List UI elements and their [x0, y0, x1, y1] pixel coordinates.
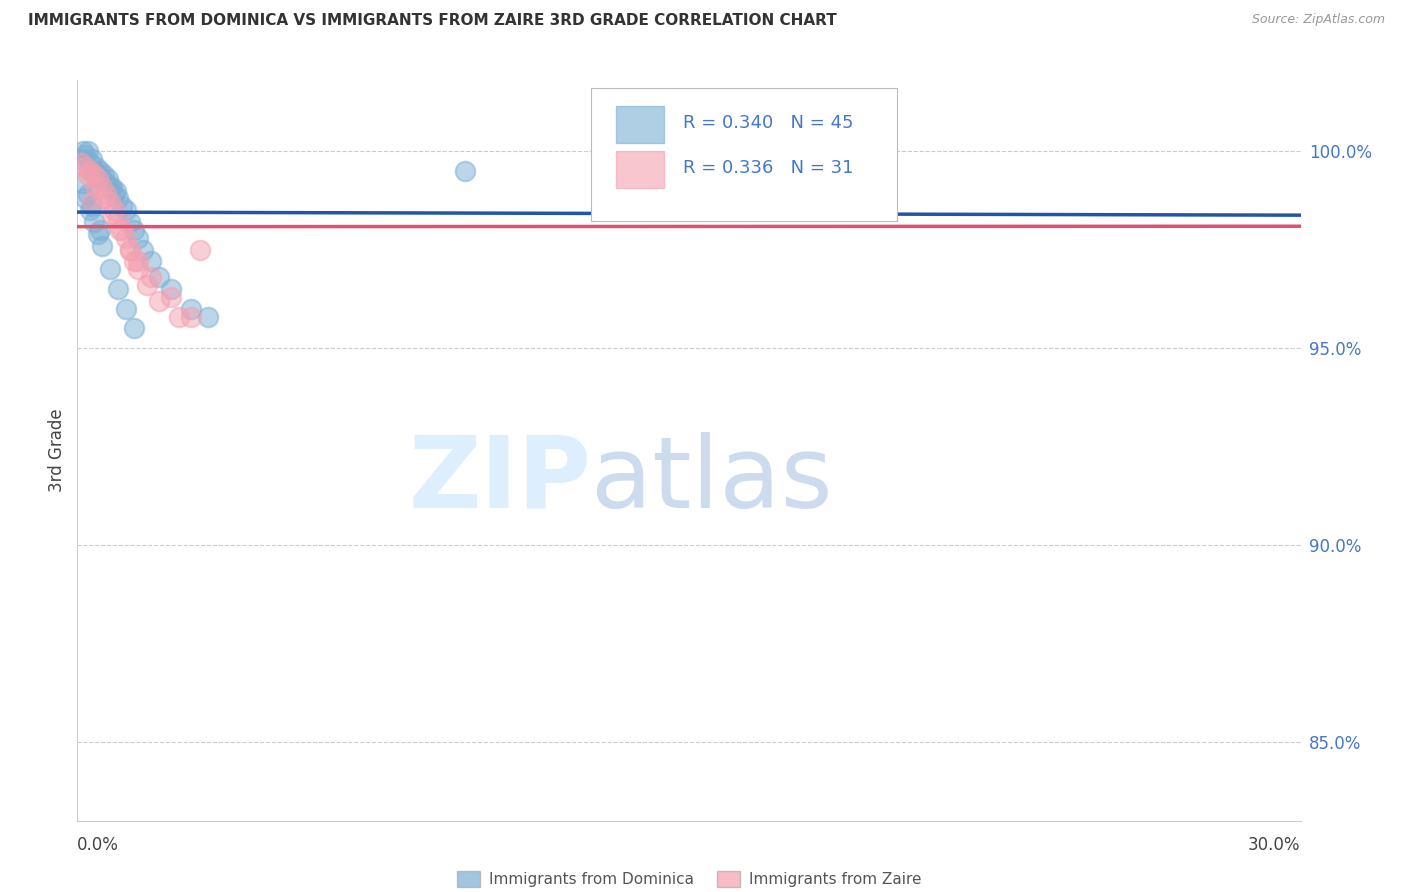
Point [87, 171, 110, 186]
Point [87, 168, 110, 182]
Text: ZIP: ZIP [408, 432, 591, 529]
Point [135, 278, 157, 293]
Point [70, 152, 93, 166]
Text: 0.0%: 0.0% [77, 837, 120, 855]
Point [75, 191, 97, 205]
Point [94, 187, 117, 202]
Point [80, 152, 103, 166]
Point [80, 195, 103, 210]
Point [115, 231, 138, 245]
Point [75, 148, 97, 162]
Point [72, 144, 94, 158]
Point [180, 301, 202, 316]
Text: Source: ZipAtlas.com: Source: ZipAtlas.com [1251, 13, 1385, 27]
Point [188, 243, 211, 257]
Point [89, 223, 111, 237]
Point [101, 179, 124, 194]
Point [90, 238, 112, 252]
Point [76, 187, 98, 202]
Point [128, 254, 150, 268]
Point [120, 243, 142, 257]
Point [108, 223, 131, 237]
Point [79, 164, 101, 178]
Point [180, 310, 202, 324]
Point [101, 207, 124, 221]
Point [139, 254, 162, 268]
Point [90, 179, 112, 194]
Point [107, 191, 129, 205]
Point [103, 187, 125, 202]
Point [128, 231, 150, 245]
Point [83, 215, 105, 229]
Point [120, 243, 142, 257]
Point [79, 203, 101, 218]
Point [103, 203, 125, 218]
Point [83, 168, 105, 182]
Point [90, 171, 112, 186]
Text: R = 0.340   N = 45: R = 0.340 N = 45 [683, 114, 853, 132]
Point [98, 195, 121, 210]
Point [115, 301, 138, 316]
Point [72, 176, 94, 190]
Point [83, 164, 105, 178]
Point [124, 254, 146, 268]
Point [98, 262, 121, 277]
Point [87, 227, 110, 241]
Legend: Immigrants from Dominica, Immigrants from Zaire: Immigrants from Dominica, Immigrants fro… [457, 871, 921, 887]
Point [160, 290, 183, 304]
Point [84, 160, 107, 174]
Point [76, 144, 98, 158]
Point [97, 171, 120, 186]
Point [678, 152, 700, 166]
Point [131, 243, 153, 257]
Point [105, 184, 128, 198]
Point [454, 164, 477, 178]
Point [197, 310, 219, 324]
Point [124, 223, 146, 237]
FancyBboxPatch shape [591, 87, 897, 221]
Y-axis label: 3rd Grade: 3rd Grade [48, 409, 66, 492]
Text: R = 0.336   N = 31: R = 0.336 N = 31 [683, 159, 853, 177]
Point [120, 215, 142, 229]
Point [637, 144, 659, 158]
Point [148, 270, 170, 285]
Point [89, 164, 111, 178]
Point [139, 270, 162, 285]
Point [107, 282, 129, 296]
Point [84, 179, 107, 194]
Point [124, 321, 146, 335]
Point [80, 199, 103, 213]
Point [107, 211, 129, 226]
Point [111, 223, 134, 237]
Point [148, 293, 170, 308]
Point [94, 176, 117, 190]
Point [76, 168, 98, 182]
Text: atlas: atlas [591, 432, 832, 529]
Point [93, 168, 115, 182]
Point [70, 156, 93, 170]
Bar [616, 151, 665, 187]
Text: 30.0%: 30.0% [1249, 837, 1301, 855]
Point [79, 156, 101, 170]
Point [75, 160, 97, 174]
Point [111, 199, 134, 213]
Text: IMMIGRANTS FROM DOMINICA VS IMMIGRANTS FROM ZAIRE 3RD GRADE CORRELATION CHART: IMMIGRANTS FROM DOMINICA VS IMMIGRANTS F… [28, 13, 837, 29]
Point [169, 310, 191, 324]
Point [98, 179, 121, 194]
Point [128, 262, 150, 277]
Point [93, 191, 115, 205]
Bar [616, 106, 665, 144]
Point [160, 282, 183, 296]
Point [115, 203, 138, 218]
